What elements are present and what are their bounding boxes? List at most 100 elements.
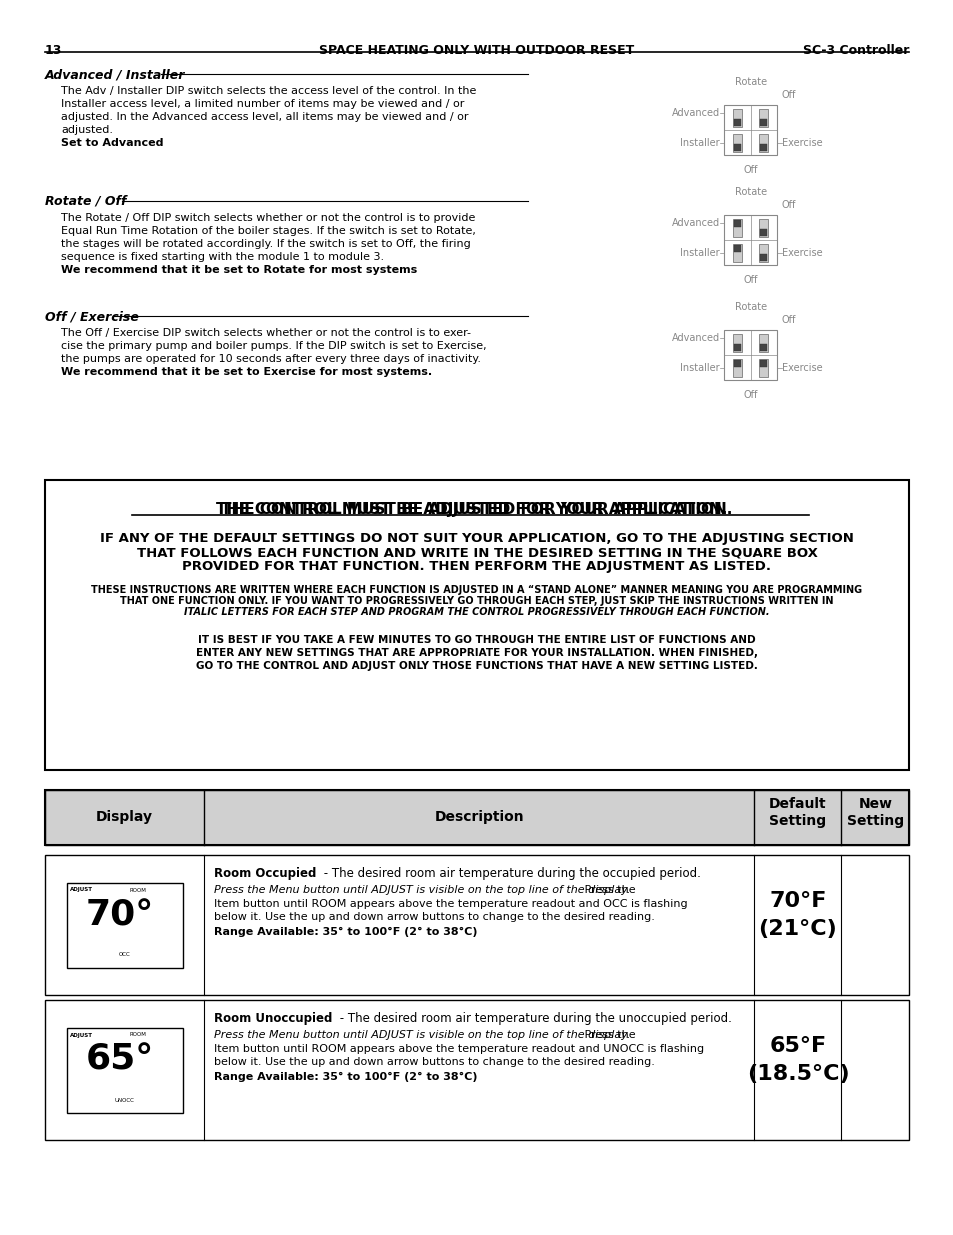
Text: the stages will be rotated accordingly. If the switch is set to Off, the firing: the stages will be rotated accordingly. … [61, 240, 471, 249]
Text: the pumps are operated for 10 seconds after every three days of inactivity.: the pumps are operated for 10 seconds af… [61, 354, 481, 364]
Bar [45, 790, 908, 845]
Text: UNOCC: UNOCC [114, 1098, 134, 1103]
Bar [67, 883, 182, 967]
Text: below it. Use the up and down arrow buttons to change to the desired reading.: below it. Use the up and down arrow butt… [213, 1057, 655, 1067]
Bar [733, 245, 740, 252]
Text: The Off / Exercise DIP switch selects whether or not the control is to exer-: The Off / Exercise DIP switch selects wh… [61, 329, 471, 338]
Text: Item button until ROOM appears above the temperature readout and OCC is flashing: Item button until ROOM appears above the… [213, 899, 687, 909]
Text: cise the primary pump and boiler pumps. If the DIP switch is set to Exercise,: cise the primary pump and boiler pumps. … [61, 341, 486, 351]
Text: below it. Use the up and down arrow buttons to change to the desired reading.: below it. Use the up and down arrow butt… [213, 911, 655, 923]
Text: Off / Exercise: Off / Exercise [45, 310, 138, 324]
Text: Room Occupied: Room Occupied [213, 867, 316, 881]
Text: sequence is fixed starting with the module 1 to module 3.: sequence is fixed starting with the modu… [61, 252, 384, 262]
Text: Advanced: Advanced [671, 219, 719, 228]
Bar [732, 243, 741, 262]
Text: Range Available: 35° to 100°F (2° to 38°C): Range Available: 35° to 100°F (2° to 38°… [213, 927, 477, 937]
Bar [732, 133, 741, 152]
Bar [45, 790, 908, 845]
Text: New
Setting: New Setting [846, 797, 902, 829]
Text: Item button until ROOM appears above the temperature readout and UNOCC is flashi: Item button until ROOM appears above the… [213, 1044, 703, 1053]
Bar [45, 1000, 908, 1140]
Text: Off: Off [742, 275, 757, 285]
Text: adjusted.: adjusted. [61, 125, 113, 135]
Text: ADJUST: ADJUST [70, 888, 92, 893]
Text: ITALIC LETTERS FOR EACH STEP AND PROGRAM THE CONTROL PROGRESSIVELY THROUGH EACH : ITALIC LETTERS FOR EACH STEP AND PROGRAM… [184, 606, 769, 618]
Text: 13: 13 [45, 44, 62, 57]
Text: THESE INSTRUCTIONS ARE WRITTEN WHERE EACH FUNCTION IS ADJUSTED IN A “STAND ALONE: THESE INSTRUCTIONS ARE WRITTEN WHERE EAC… [91, 585, 862, 595]
Text: Advanced / Installer: Advanced / Installer [45, 68, 185, 82]
Text: Press the Menu button until ADJUST is visible on the top line of the display.: Press the Menu button until ADJUST is vi… [213, 1030, 630, 1040]
Text: Exercise: Exercise [781, 138, 821, 148]
Text: Exercise: Exercise [781, 248, 821, 258]
Text: THAT ONE FUNCTION ONLY. IF YOU WANT TO PROGRESSIVELY GO THROUGH EACH STEP, JUST : THAT ONE FUNCTION ONLY. IF YOU WANT TO P… [120, 597, 833, 606]
Text: THAT FOLLOWS EACH FUNCTION AND WRITE IN THE DESIRED SETTING IN THE SQUARE BOX: THAT FOLLOWS EACH FUNCTION AND WRITE IN … [136, 546, 817, 559]
Text: IT IS BEST IF YOU TAKE A FEW MINUTES TO GO THROUGH THE ENTIRE LIST OF FUNCTIONS : IT IS BEST IF YOU TAKE A FEW MINUTES TO … [198, 635, 755, 645]
Text: ROOM: ROOM [130, 888, 146, 893]
Text: Room Unoccupied: Room Unoccupied [213, 1011, 332, 1025]
Text: Range Available: 35° to 100°F (2° to 38°C): Range Available: 35° to 100°F (2° to 38°… [213, 1072, 477, 1082]
Bar [758, 219, 768, 236]
Bar [733, 143, 740, 151]
Text: 70°: 70° [86, 898, 153, 932]
Text: Equal Run Time Rotation of the boiler stages. If the switch is set to Rotate,: Equal Run Time Rotation of the boiler st… [61, 226, 476, 236]
Bar [759, 253, 766, 261]
Text: Off: Off [742, 390, 757, 400]
Bar [759, 143, 766, 151]
Text: We recommend that it be set to Exercise for most systems.: We recommend that it be set to Exercise … [61, 367, 432, 377]
Bar [723, 215, 776, 266]
Text: Off: Off [781, 315, 795, 325]
Bar [759, 228, 766, 236]
Text: Press the: Press the [580, 1030, 636, 1040]
Text: GO TO THE CONTROL AND ADJUST ONLY THOSE FUNCTIONS THAT HAVE A NEW SETTING LISTED: GO TO THE CONTROL AND ADJUST ONLY THOSE … [196, 661, 757, 671]
Text: Off: Off [781, 90, 795, 100]
Text: Off: Off [742, 165, 757, 175]
Text: Advanced: Advanced [671, 333, 719, 343]
Text: Off: Off [781, 200, 795, 210]
Text: OCC: OCC [118, 952, 131, 957]
Text: Set to Advanced: Set to Advanced [61, 138, 164, 148]
Text: SPACE HEATING ONLY WITH OUTDOOR RESET: SPACE HEATING ONLY WITH OUTDOOR RESET [319, 44, 634, 57]
Text: 65°: 65° [86, 1044, 153, 1077]
Text: - The desired room air temperature during the unoccupied period.: - The desired room air temperature durin… [335, 1011, 731, 1025]
Bar [733, 359, 740, 367]
Text: Installer access level, a limited number of items may be viewed and / or: Installer access level, a limited number… [61, 99, 464, 109]
Text: ADJUST: ADJUST [70, 1032, 92, 1037]
Text: Advanced: Advanced [671, 107, 719, 119]
Text: Installer: Installer [679, 363, 719, 373]
Bar [759, 119, 766, 126]
Bar [733, 119, 740, 126]
Bar [45, 855, 908, 995]
Text: THE CONTROL MUST BE ADJUSTED FOR YOUR APPLICATION.: THE CONTROL MUST BE ADJUSTED FOR YOUR AP… [215, 501, 726, 517]
Text: Display: Display [96, 810, 153, 825]
Bar [759, 343, 766, 351]
Text: Press the Menu button until ADJUST is visible on the top line of the display.: Press the Menu button until ADJUST is vi… [213, 885, 630, 895]
Bar [758, 133, 768, 152]
Text: Installer: Installer [679, 248, 719, 258]
Text: ROOM: ROOM [130, 1032, 146, 1037]
Text: Exercise: Exercise [781, 363, 821, 373]
Bar [759, 359, 766, 367]
Bar [758, 109, 768, 126]
Text: We recommend that it be set to Rotate for most systems: We recommend that it be set to Rotate fo… [61, 266, 417, 275]
Bar [733, 220, 740, 226]
Bar [732, 109, 741, 126]
Text: PROVIDED FOR THAT FUNCTION. THEN PERFORM THE ADJUSTMENT AS LISTED.: PROVIDED FOR THAT FUNCTION. THEN PERFORM… [182, 559, 771, 573]
Bar [758, 243, 768, 262]
Text: Default
Setting: Default Setting [768, 797, 826, 829]
Bar [758, 358, 768, 377]
Text: Rotate: Rotate [734, 186, 766, 198]
Bar [732, 219, 741, 236]
Bar [732, 333, 741, 352]
Text: Rotate / Off: Rotate / Off [45, 195, 126, 207]
Text: THE CONTROL MUST BE ADJUSTED FOR YOUR APPLICATION.: THE CONTROL MUST BE ADJUSTED FOR YOUR AP… [221, 501, 732, 517]
Text: The Adv / Installer DIP switch selects the access level of the control. In the: The Adv / Installer DIP switch selects t… [61, 86, 476, 96]
Text: Rotate: Rotate [734, 303, 766, 312]
Text: The Rotate / Off DIP switch selects whether or not the control is to provide: The Rotate / Off DIP switch selects whet… [61, 212, 476, 224]
Bar [732, 358, 741, 377]
Text: - The desired room air temperature during the occupied period.: - The desired room air temperature durin… [320, 867, 700, 881]
Text: SC-3 Controller: SC-3 Controller [801, 44, 908, 57]
Bar [45, 480, 908, 769]
Bar [758, 333, 768, 352]
Text: IF ANY OF THE DEFAULT SETTINGS DO NOT SUIT YOUR APPLICATION, GO TO THE ADJUSTING: IF ANY OF THE DEFAULT SETTINGS DO NOT SU… [100, 532, 853, 545]
Text: Installer: Installer [679, 138, 719, 148]
